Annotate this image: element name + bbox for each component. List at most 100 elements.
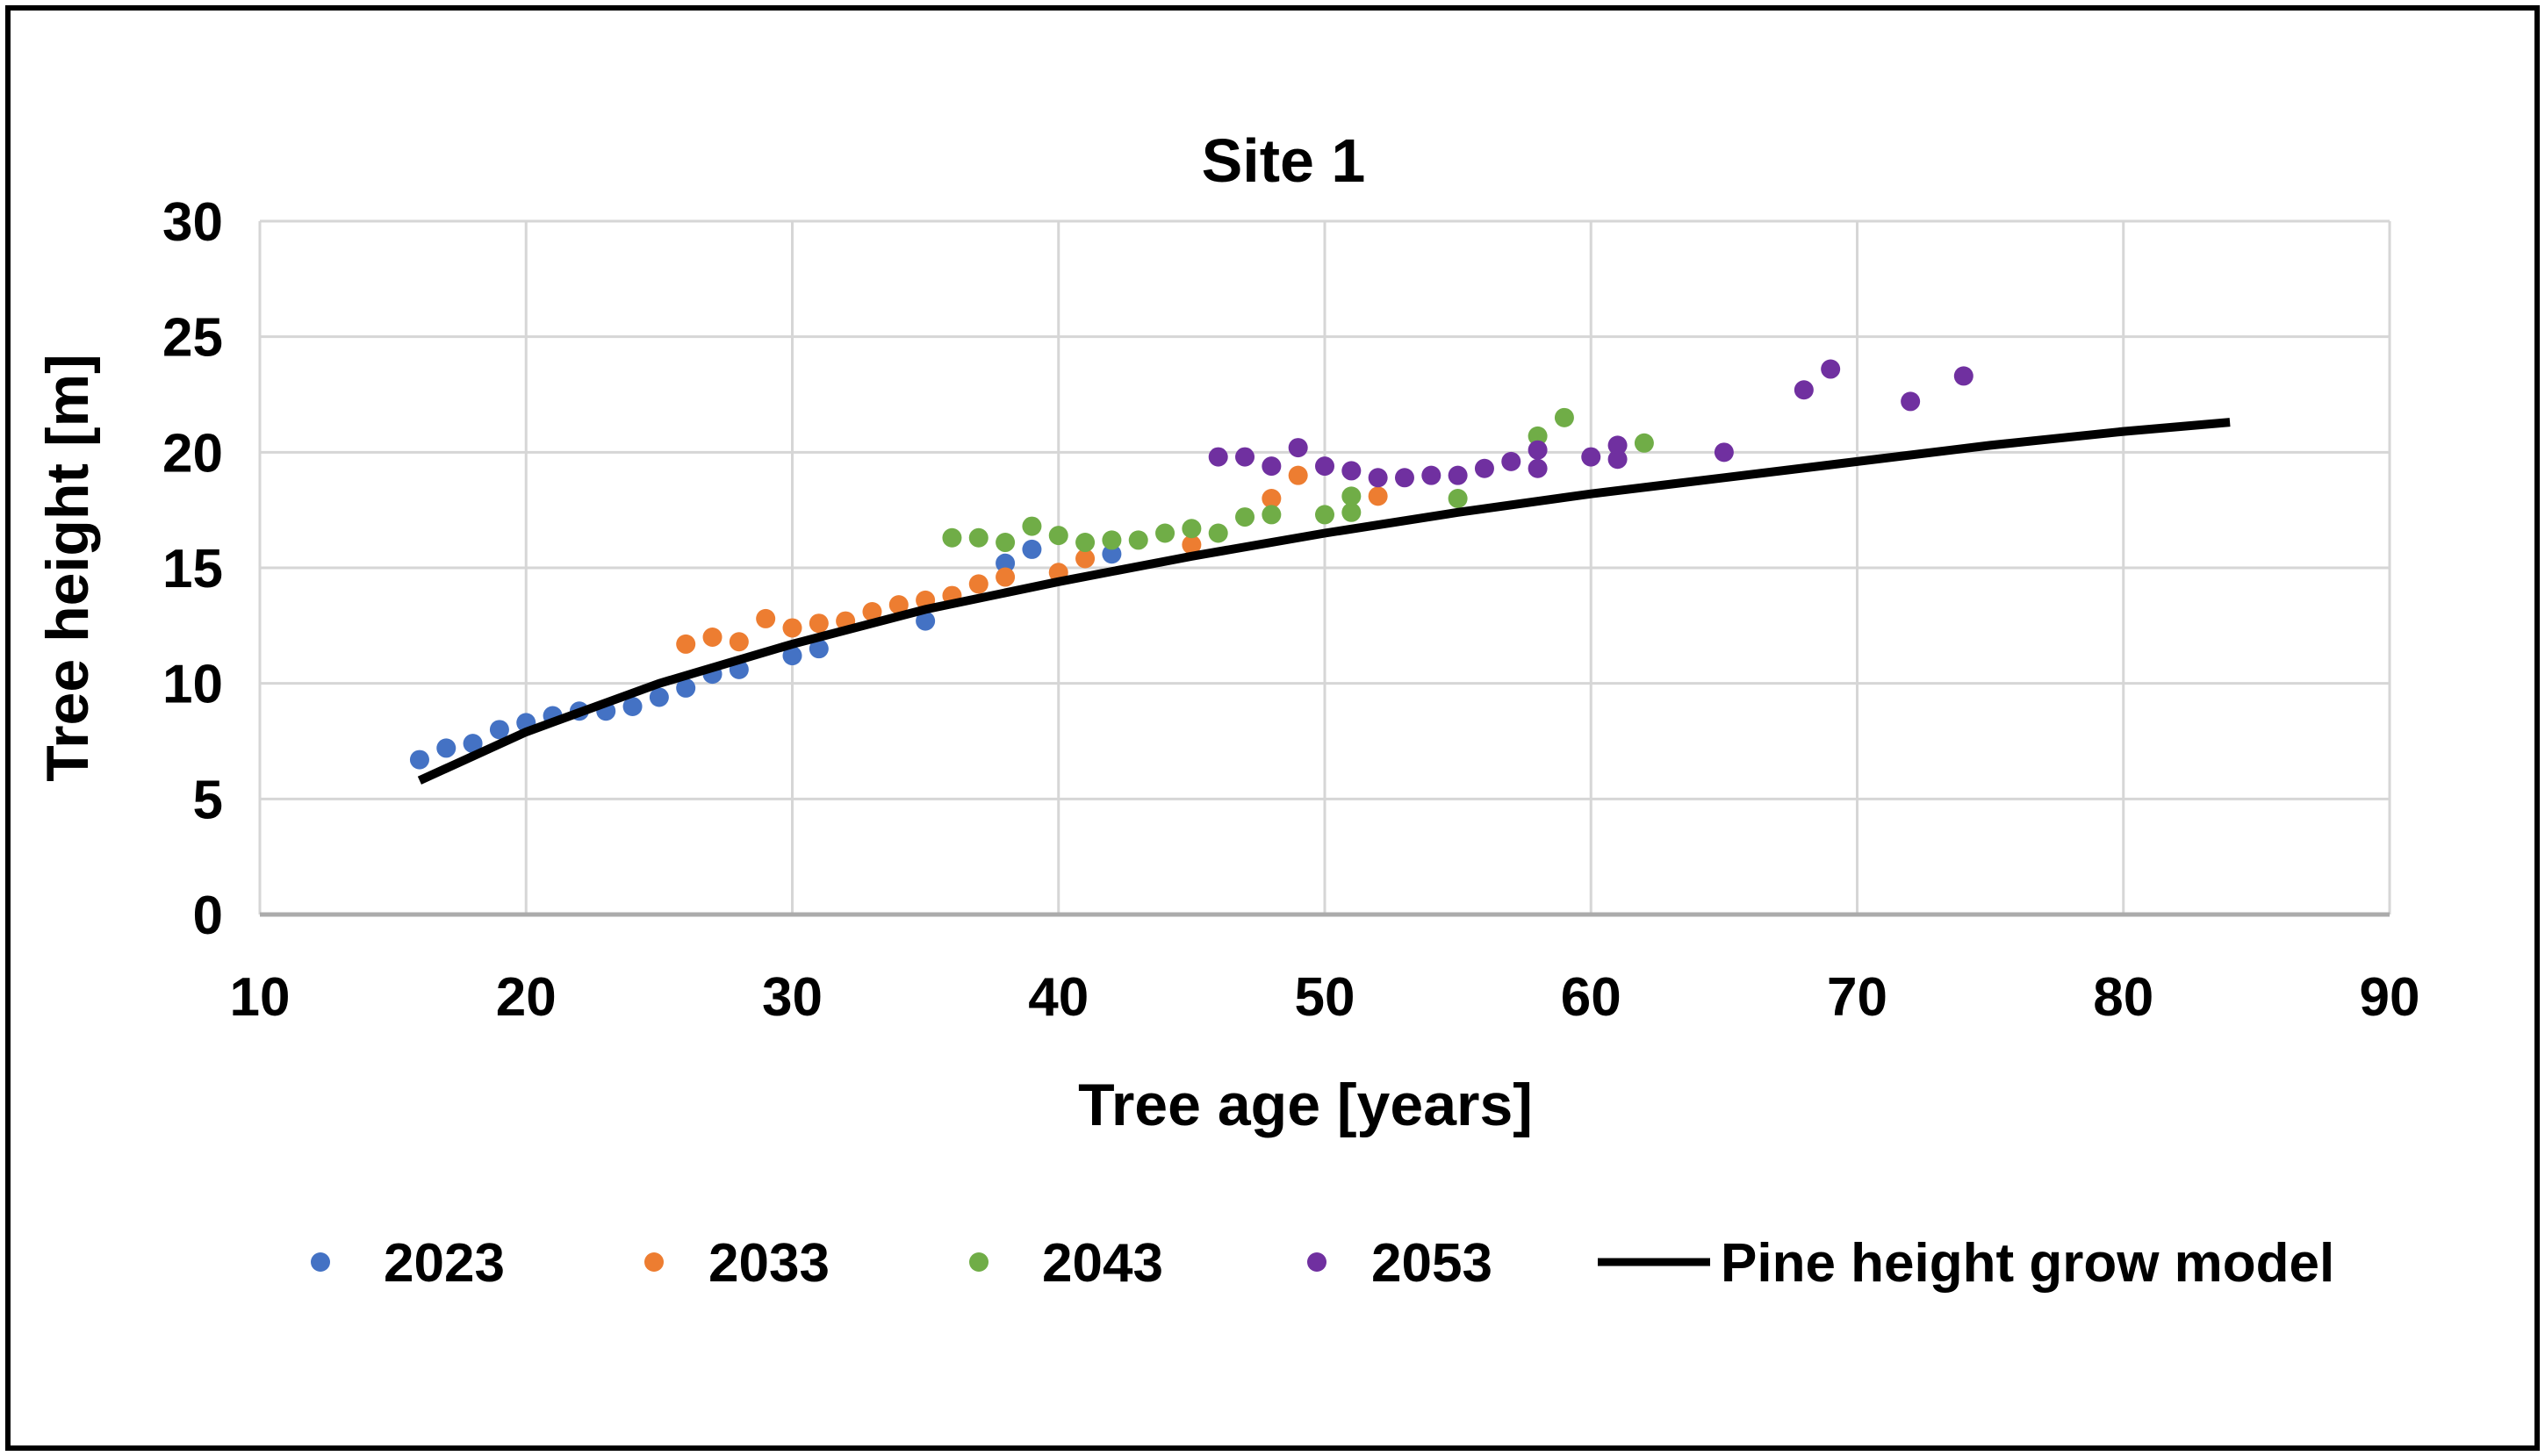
scatter-point-2053: [1262, 456, 1282, 477]
scatter-point-2033: [862, 602, 882, 622]
scatter-point-2043: [1315, 505, 1334, 525]
scatter-point-2023: [996, 553, 1016, 573]
scatter-point-2043: [1262, 505, 1282, 525]
figure-border: [5, 5, 2540, 1451]
legend-label-2033: 2033: [708, 1233, 830, 1294]
scatter-point-2043: [1048, 526, 1068, 546]
scatter-point-2033: [809, 613, 829, 634]
x-tick-label-70: 70: [1827, 967, 1887, 1028]
scatter-points: [409, 359, 1973, 770]
legend-marker-2043: [969, 1252, 989, 1272]
scatter-point-2033: [702, 628, 723, 647]
scatter-point-2053: [1315, 456, 1334, 477]
scatter-point-2023: [649, 687, 669, 707]
scatter-point-2023: [622, 697, 643, 716]
scatter-point-2043: [1022, 516, 1042, 536]
scatter-point-2043: [1208, 523, 1228, 543]
scatter-point-2033: [1262, 489, 1282, 508]
x-axis-title: Tree age [years]: [1078, 1072, 1533, 1138]
scatter-point-2053: [1208, 447, 1228, 467]
scatter-point-2053: [1953, 366, 1973, 386]
scatter-point-2033: [996, 567, 1016, 587]
scatter-point-2053: [1607, 449, 1628, 470]
scatter-point-2033: [968, 574, 989, 594]
scatter-point-2043: [1128, 530, 1148, 550]
scatter-point-2053: [1474, 458, 1494, 478]
scatter-point-2043: [1341, 486, 1362, 506]
scatter-point-2023: [1102, 544, 1122, 564]
pine-height-grow-model-line: [417, 418, 2231, 785]
scatter-point-2053: [1421, 465, 1441, 485]
gridlines: [258, 219, 2391, 917]
scatter-point-2033: [676, 634, 696, 654]
y-tick-label-25: 25: [162, 308, 223, 369]
legend: 2023 2033 2043 2053 Pine height grow mod…: [311, 1233, 2334, 1294]
scatter-point-2053: [1235, 447, 1255, 467]
y-axis-title: Tree height [m]: [34, 354, 101, 781]
scatter-point-2053: [1528, 440, 1548, 460]
scatter-point-2033: [1368, 486, 1388, 506]
scatter-point-2043: [1075, 533, 1096, 553]
x-tick-label-90: 90: [2360, 967, 2420, 1028]
y-tick-label-30: 30: [162, 192, 223, 253]
x-tick-label-50: 50: [1295, 967, 1355, 1028]
scatter-point-2053: [1394, 468, 1414, 488]
scatter-point-2053: [1794, 380, 1814, 400]
legend-marker-2023: [311, 1252, 330, 1272]
scatter-point-2053: [1714, 442, 1734, 463]
scatter-point-2043: [1235, 507, 1255, 527]
legend-label-2023: 2023: [384, 1233, 505, 1294]
scatter-point-2023: [1022, 539, 1042, 559]
scatter-point-2053: [1528, 458, 1548, 478]
y-tick-label-20: 20: [162, 423, 223, 484]
scatter-point-2033: [1182, 534, 1202, 555]
x-tick-label-80: 80: [2093, 967, 2153, 1028]
scatter-point-2043: [1155, 523, 1175, 543]
scatter-point-2043: [1554, 407, 1574, 427]
scatter-point-2023: [489, 720, 509, 740]
scatter-point-2033: [1075, 549, 1096, 569]
scatter-point-2043: [1528, 426, 1548, 446]
scatter-point-2053: [1341, 461, 1362, 481]
x-tick-label-10: 10: [230, 967, 291, 1028]
scatter-point-2053: [1368, 468, 1388, 488]
scatter-point-2023: [916, 611, 936, 631]
scatter-point-2043: [1634, 433, 1654, 453]
legend-marker-2053: [1307, 1252, 1326, 1272]
y-tick-label-0: 0: [193, 886, 223, 946]
scatter-point-2043: [968, 527, 989, 548]
scatter-point-2053: [1501, 451, 1521, 471]
scatter-point-2043: [1341, 502, 1362, 522]
scatter-point-2053: [1288, 438, 1308, 458]
model-line: [417, 418, 2231, 785]
y-tick-label-15: 15: [162, 539, 223, 599]
chart-title: Site 1: [1202, 126, 1366, 195]
scatter-point-2023: [782, 646, 802, 666]
legend-label-model: Pine height grow model: [1721, 1233, 2334, 1294]
y-tick-label-5: 5: [193, 770, 223, 830]
scatter-point-2023: [676, 678, 696, 698]
scatter-point-2023: [436, 738, 457, 758]
scatter-point-2053: [1448, 465, 1468, 485]
scatter-point-2053: [1607, 435, 1628, 455]
legend-label-2053: 2053: [1371, 1233, 1492, 1294]
x-tick-label-60: 60: [1561, 967, 1621, 1028]
legend-marker-2033: [644, 1252, 664, 1272]
scatter-point-2043: [1102, 530, 1122, 550]
axis-tick-labels: 10 20 30 40 50 60 70 80 90 0 5 10 15 20 25 30: [162, 192, 2419, 1028]
y-tick-label-10: 10: [162, 655, 223, 715]
scatter-point-2033: [888, 595, 909, 615]
legend-label-2043: 2043: [1042, 1233, 1163, 1294]
scatter-point-2043: [1448, 489, 1468, 508]
scatter-point-2053: [1901, 391, 1921, 412]
scatter-point-2043: [942, 527, 962, 548]
scatter-point-2023: [809, 639, 829, 659]
scatter-point-2053: [1821, 359, 1841, 379]
scatter-point-2043: [996, 533, 1016, 553]
scatter-point-2023: [409, 750, 429, 770]
scatter-point-2053: [1581, 447, 1601, 467]
scatter-point-2033: [1288, 465, 1308, 485]
x-tick-label-20: 20: [496, 967, 557, 1028]
